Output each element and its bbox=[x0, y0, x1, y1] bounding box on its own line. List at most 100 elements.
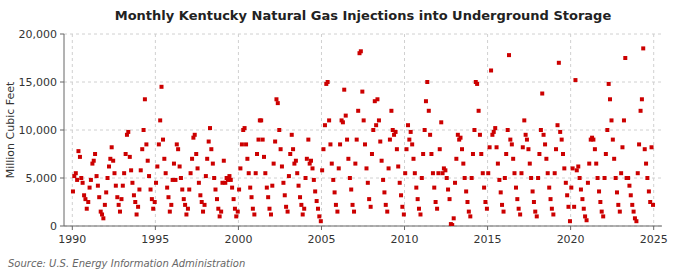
point bbox=[269, 212, 273, 216]
point bbox=[591, 138, 595, 142]
point bbox=[196, 166, 200, 170]
point bbox=[432, 186, 436, 190]
point bbox=[519, 171, 523, 175]
point bbox=[236, 210, 240, 214]
point bbox=[189, 171, 193, 175]
point bbox=[79, 176, 83, 180]
point bbox=[496, 162, 500, 166]
title: Monthly Kentucky Natural Gas Injections … bbox=[115, 8, 612, 23]
point bbox=[86, 200, 90, 204]
point bbox=[622, 118, 626, 122]
point bbox=[414, 186, 418, 190]
point bbox=[104, 190, 108, 194]
point bbox=[471, 152, 475, 156]
point bbox=[445, 176, 449, 180]
point bbox=[500, 203, 504, 207]
point bbox=[394, 130, 398, 134]
point bbox=[259, 118, 263, 122]
point bbox=[342, 88, 346, 92]
point bbox=[355, 138, 359, 142]
point bbox=[481, 171, 485, 175]
point bbox=[75, 178, 79, 182]
point bbox=[377, 118, 381, 122]
point bbox=[429, 152, 433, 156]
point bbox=[418, 212, 422, 216]
point bbox=[252, 212, 256, 216]
point bbox=[118, 210, 122, 214]
point bbox=[546, 171, 550, 175]
point bbox=[502, 210, 506, 214]
point bbox=[409, 130, 413, 134]
point bbox=[335, 210, 339, 214]
point bbox=[533, 210, 537, 214]
point bbox=[143, 97, 147, 101]
x-tick-label: 2010 bbox=[391, 233, 419, 246]
point bbox=[279, 147, 283, 151]
point bbox=[603, 176, 607, 180]
point bbox=[274, 97, 278, 101]
point bbox=[402, 212, 406, 216]
point bbox=[76, 149, 80, 153]
point bbox=[313, 189, 317, 193]
point bbox=[521, 145, 525, 149]
point bbox=[459, 136, 463, 140]
y-grid-line bbox=[64, 178, 662, 179]
point bbox=[478, 133, 482, 137]
x-tick-label: 2020 bbox=[557, 233, 585, 246]
point bbox=[561, 152, 565, 156]
point bbox=[92, 159, 96, 163]
point bbox=[381, 178, 385, 182]
point bbox=[153, 200, 157, 204]
point bbox=[537, 152, 541, 156]
point bbox=[443, 168, 447, 172]
point bbox=[136, 205, 140, 209]
y-tick bbox=[60, 178, 64, 179]
point bbox=[291, 147, 295, 151]
point bbox=[173, 178, 177, 182]
point bbox=[204, 174, 208, 178]
point bbox=[512, 171, 516, 175]
y-tick bbox=[60, 82, 64, 83]
point bbox=[74, 171, 78, 175]
point bbox=[244, 142, 248, 146]
point bbox=[531, 189, 535, 193]
point bbox=[526, 147, 530, 151]
point bbox=[623, 56, 627, 60]
point bbox=[215, 197, 219, 201]
point bbox=[619, 171, 623, 175]
point bbox=[423, 128, 427, 132]
point bbox=[380, 159, 384, 163]
point bbox=[284, 205, 288, 209]
point bbox=[245, 157, 249, 161]
point bbox=[529, 176, 533, 180]
point bbox=[119, 197, 123, 201]
point bbox=[367, 197, 371, 201]
point bbox=[334, 203, 338, 207]
point bbox=[446, 188, 450, 192]
point bbox=[400, 205, 404, 209]
y-tick-label: 5,000 bbox=[26, 172, 58, 185]
point bbox=[315, 199, 319, 203]
point bbox=[640, 97, 644, 101]
point bbox=[106, 176, 110, 180]
point bbox=[579, 188, 583, 192]
point bbox=[593, 147, 597, 151]
point bbox=[434, 200, 438, 204]
point bbox=[338, 142, 342, 146]
point bbox=[360, 90, 364, 94]
point bbox=[396, 164, 400, 168]
point bbox=[467, 210, 471, 214]
x-grid-line bbox=[570, 34, 571, 226]
point bbox=[229, 178, 233, 182]
point bbox=[302, 207, 306, 211]
point bbox=[405, 147, 409, 151]
point bbox=[411, 157, 415, 161]
point bbox=[97, 195, 101, 199]
point bbox=[101, 216, 105, 220]
point bbox=[489, 68, 493, 72]
point bbox=[495, 145, 499, 149]
point bbox=[506, 128, 510, 132]
point bbox=[122, 171, 126, 175]
point bbox=[287, 174, 291, 178]
point bbox=[605, 128, 609, 132]
